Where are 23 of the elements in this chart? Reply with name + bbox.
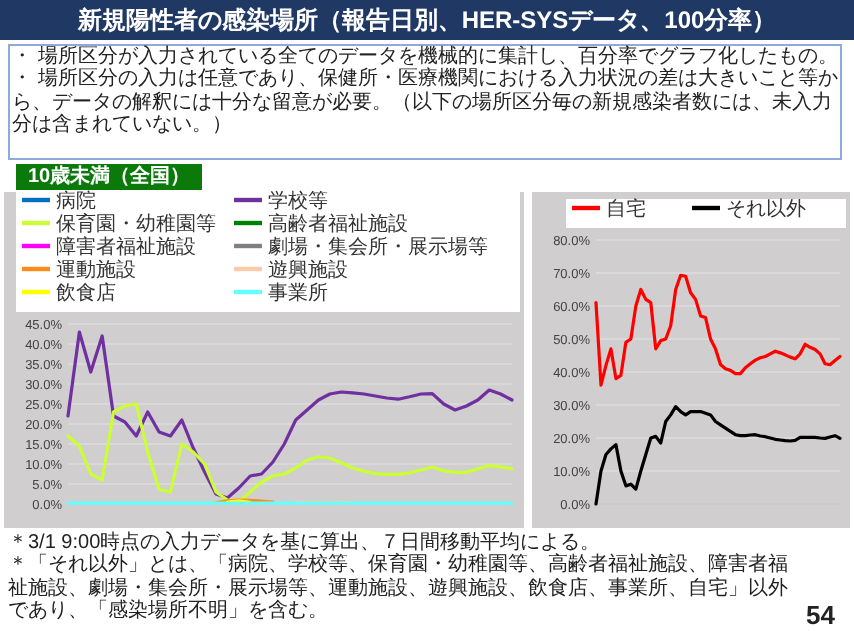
text: ＊「それ以外」とは、「病院、学校等、保育園・幼稚園等、高齢者福祉施設、障害者福祉施設、劇場・集会所・展示場等、運動施設、遊興施設、飲食店、事業所、自宅」以外であり、「感染場所不明」を含む。	[8, 554, 790, 624]
text: ＊3/1 9:00時点の入力データを基に算出、７日間移動平均による。	[8, 532, 601, 554]
legend-label: 自宅	[606, 197, 646, 221]
legend-label: 保育園・幼稚園等	[56, 212, 216, 236]
text: 54	[806, 600, 835, 630]
chart-subtitle: 10歳未満（全国）	[16, 164, 203, 190]
legend-label: 障害者福祉施設	[56, 235, 196, 259]
legend-label: 事業所	[268, 281, 328, 305]
chart-title: 新規陽性者の感染場所（報告日別、HER-SYSデータ、100分率）	[0, 0, 854, 40]
legend-label: 遊興施設	[268, 258, 348, 282]
legend-label: 学校等	[268, 189, 328, 213]
text: ・ 場所区分が入力されている全てのデータを機械的に集計し、百分率でグラフ化したもの。	[12, 46, 838, 68]
legend-label: 運動施設	[56, 258, 136, 282]
line-series	[66, 330, 514, 500]
line-series	[594, 405, 842, 506]
legend-label: 飲食店	[56, 281, 116, 305]
text: ・ 場所区分の入力は任意であり、保健所・医療機関における入力状況の差は大きいこと等から、データの解釈には十分な留意が必要。（以下の場所区分毎の新規感染者数には、未入力分は含まれていない。）	[12, 68, 838, 138]
line-series	[66, 402, 514, 504]
line-series	[594, 273, 842, 387]
legend-label: 病院	[56, 189, 96, 213]
legend-label: 高齢者福祉施設	[268, 212, 408, 236]
legend-label: それ以外	[726, 197, 806, 221]
legend-label: 劇場・集会所・展示場等	[268, 235, 488, 259]
